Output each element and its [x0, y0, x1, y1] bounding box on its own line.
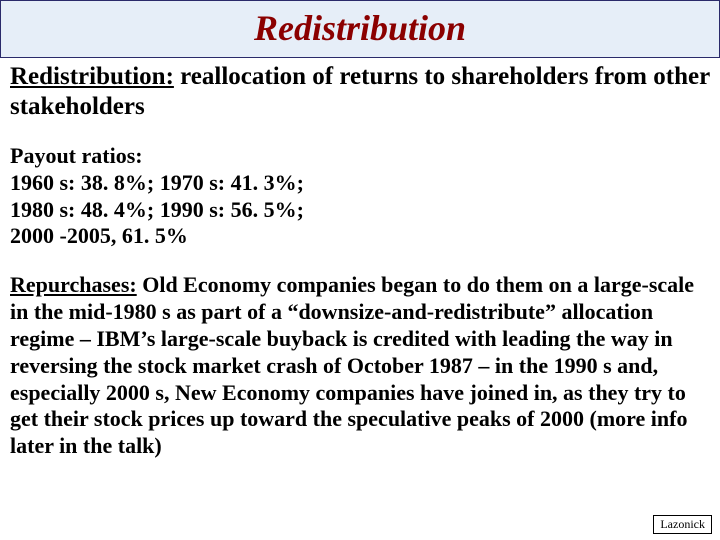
repurchases-text: Old Economy companies began to do them o… — [10, 272, 694, 458]
title-bar: Redistribution — [0, 0, 720, 58]
definition-term: Redistribution: — [10, 63, 174, 90]
payout-line3: 2000 -2005, 61. 5% — [10, 223, 710, 250]
payout-heading: Payout ratios: — [10, 143, 710, 170]
definition-block: Redistribution: reallocation of returns … — [10, 62, 710, 121]
footer-author: Lazonick — [653, 515, 712, 534]
payout-line1: 1960 s: 38. 8%; 1970 s: 41. 3%; — [10, 170, 710, 197]
payout-block: Payout ratios: 1960 s: 38. 8%; 1970 s: 4… — [10, 143, 710, 250]
payout-line2: 1980 s: 48. 4%; 1990 s: 56. 5%; — [10, 197, 710, 224]
slide-title: Redistribution — [254, 8, 466, 48]
slide: Redistribution Redistribution: reallocat… — [0, 0, 720, 540]
repurchases-term: Repurchases: — [10, 272, 137, 297]
slide-body: Redistribution: reallocation of returns … — [0, 58, 720, 460]
repurchases-block: Repurchases: Old Economy companies began… — [10, 272, 710, 460]
